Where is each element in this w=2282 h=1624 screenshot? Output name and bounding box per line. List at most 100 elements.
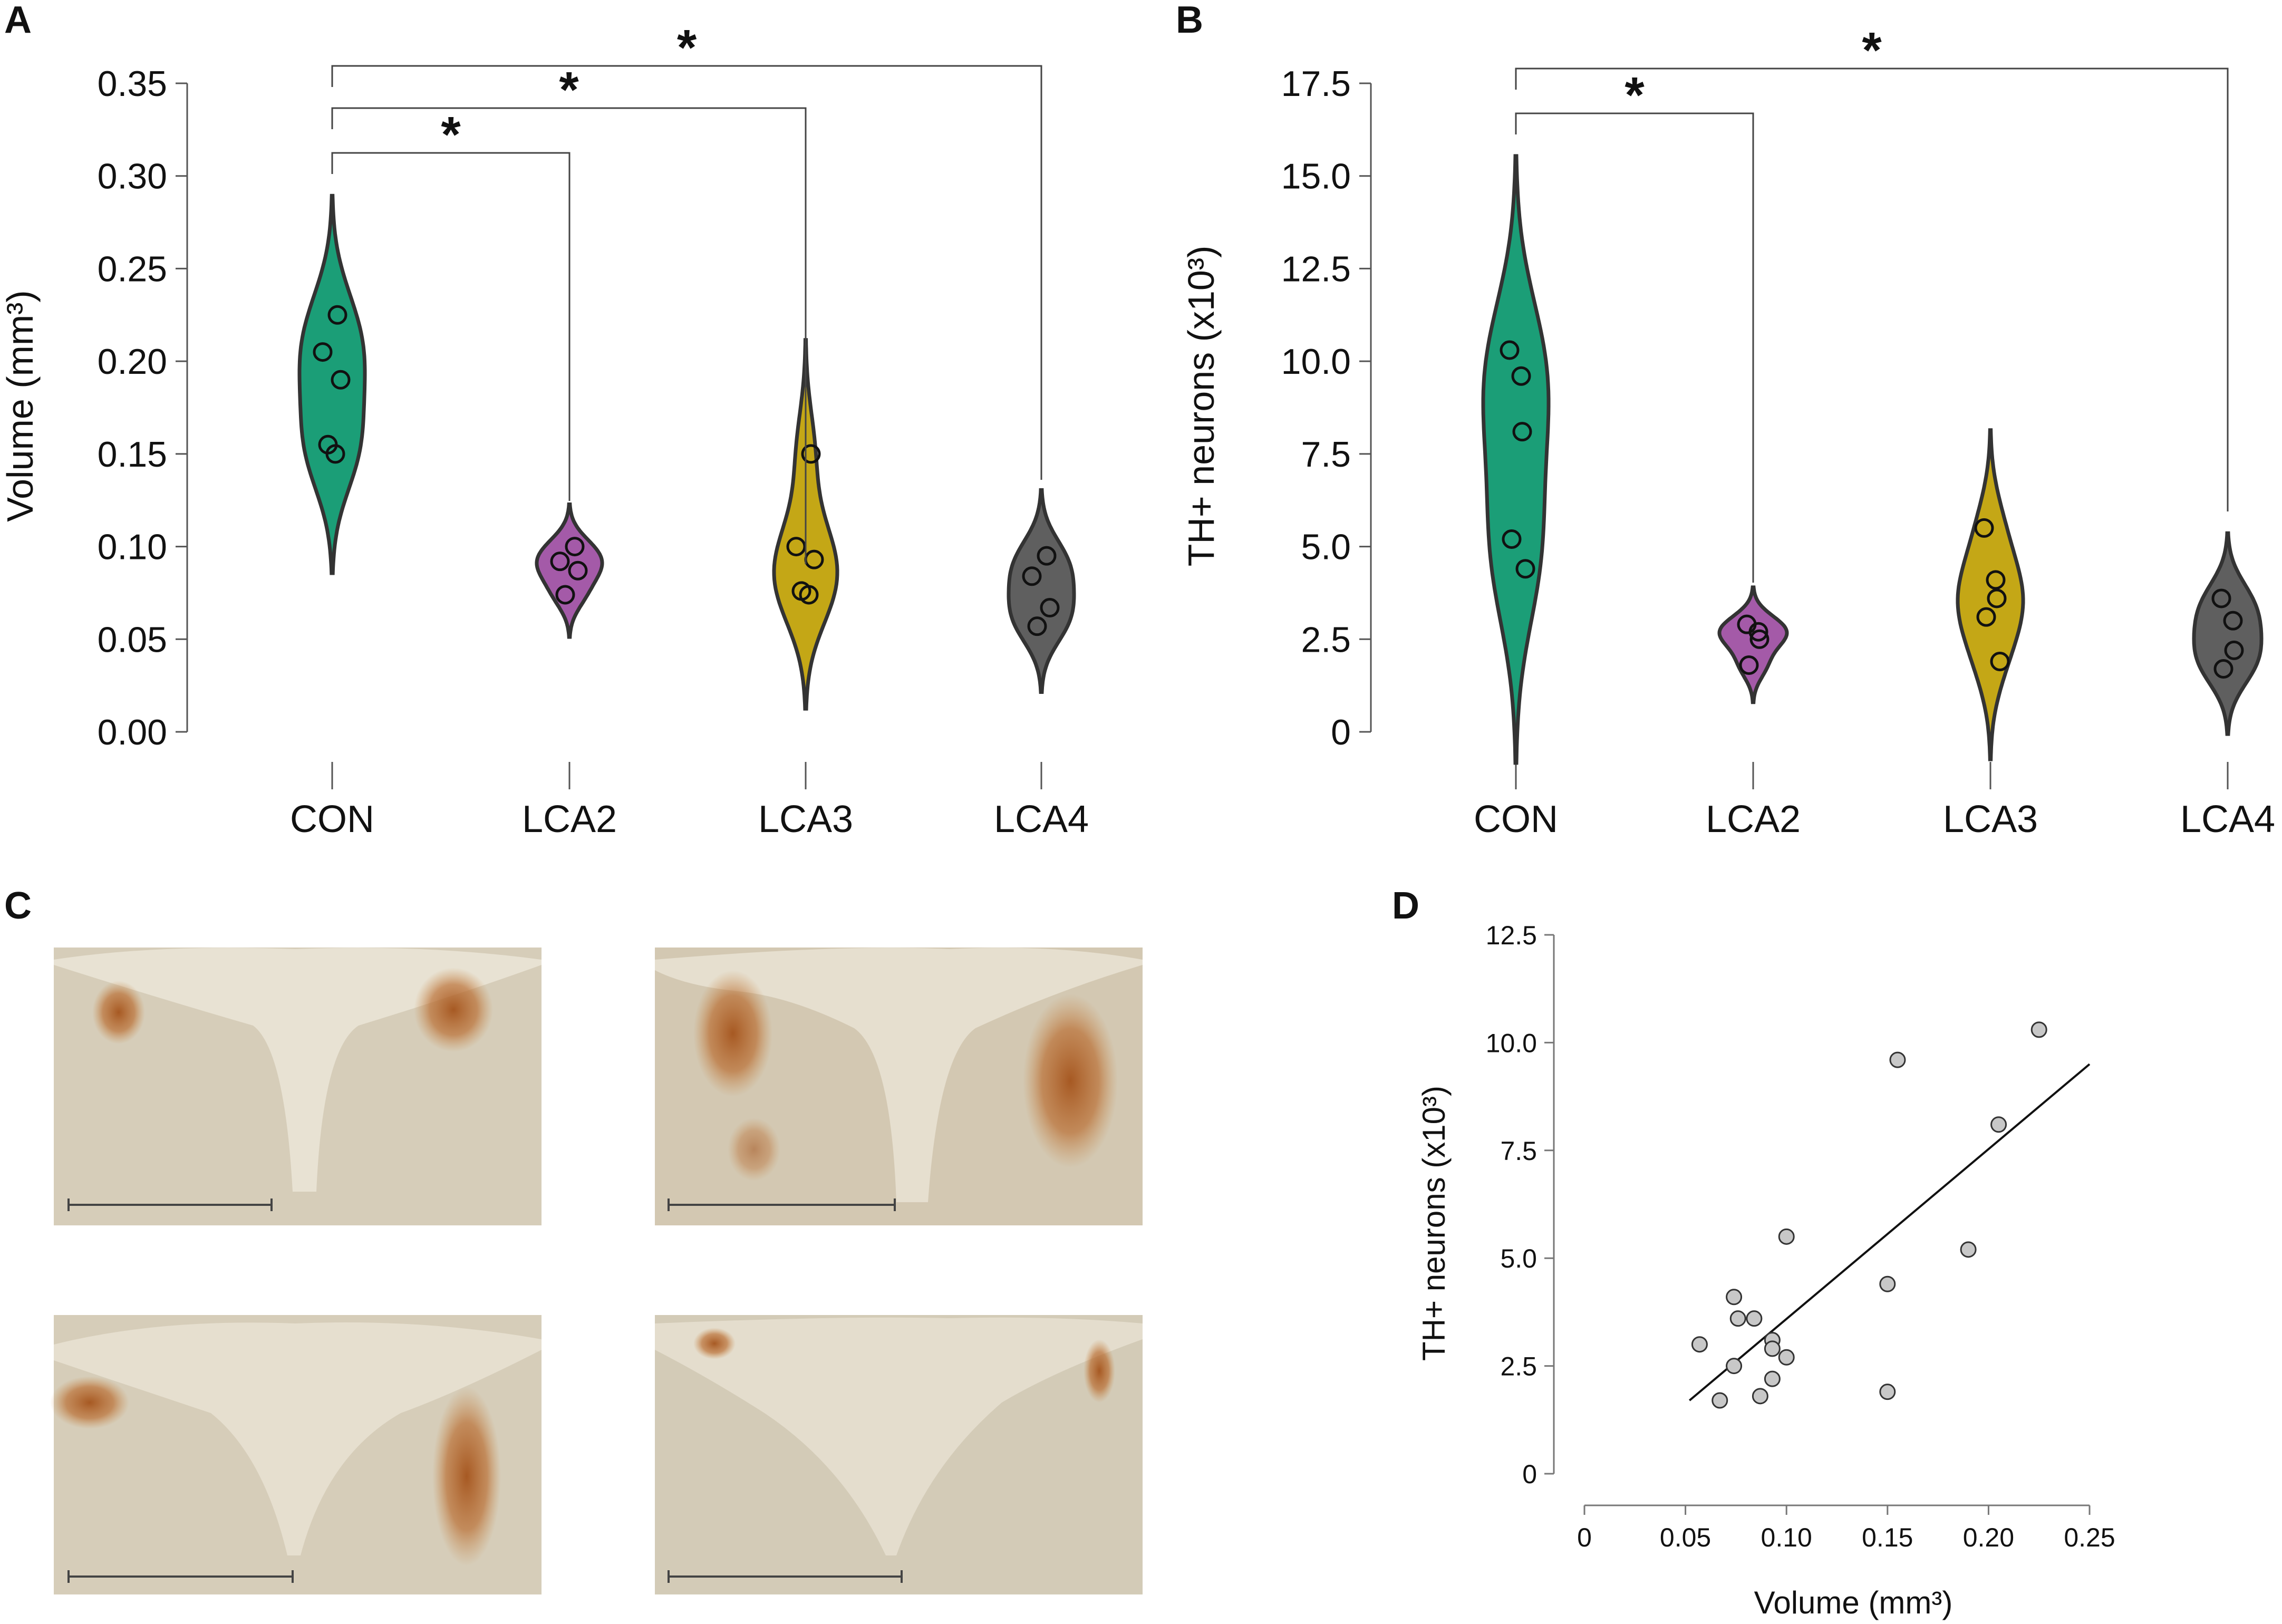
y-tick-label: 0.20 [98, 342, 167, 382]
data-point-lca4 [2213, 659, 2233, 679]
panel-label-d: D [1392, 885, 1419, 927]
x-tick-label: LCA4 [994, 798, 1089, 840]
data-point-lca4 [2211, 588, 2231, 608]
data-point-lca3 [1986, 570, 2006, 590]
significance-star: * [1625, 67, 1645, 123]
panel-label-a: A [4, 0, 32, 41]
data-point-lca3 [786, 537, 806, 557]
micrograph-bottom-right [655, 1315, 1143, 1594]
data-point-lca2 [565, 537, 585, 557]
data-point-lca2 [1749, 629, 1769, 649]
x-tick-label: LCA3 [1943, 798, 2038, 840]
scatter-point [1729, 1310, 1746, 1327]
x-tick-label: CON [290, 798, 374, 840]
y-tick-label: 0.15 [98, 434, 167, 475]
significance-star: * [677, 20, 697, 76]
data-point-lca3 [1976, 607, 1996, 627]
panel-c-micrographs [50, 948, 1143, 1594]
x-tick-label: LCA2 [522, 798, 617, 840]
y-tick-label: 5.0 [1301, 527, 1351, 567]
significance-bracket [331, 65, 1042, 480]
scatter-point [1726, 1358, 1743, 1375]
x-tick-label: 0.20 [1963, 1523, 2014, 1552]
x-tick-label: 0 [1577, 1523, 1592, 1552]
panel-d-x-axis-title: Volume (mm³) [1754, 1585, 1953, 1620]
x-tick-label: CON [1474, 798, 1558, 840]
data-point-lca3 [799, 585, 819, 605]
data-point-con [1515, 559, 1535, 579]
data-point-con [1502, 529, 1522, 549]
scatter-point [1879, 1275, 1896, 1292]
data-point-lca2 [550, 552, 570, 572]
data-point-lca2 [568, 560, 588, 581]
data-point-con [325, 444, 345, 464]
data-point-lca3 [1990, 651, 2010, 671]
panel-label-b: B [1176, 0, 1203, 41]
scatter-point [1691, 1336, 1708, 1353]
y-tick-label: 2.5 [1301, 620, 1351, 660]
scatter-point [1764, 1370, 1781, 1387]
panel-b-violin-chart: 0 2.5 5.0 7.5 10.0 12.5 15.0 17.5 CON LCA2 LCA3 LCA… [1281, 22, 2275, 840]
scatter-point [1990, 1116, 2007, 1133]
significance-bracket [331, 152, 570, 501]
scatter-point [1778, 1228, 1795, 1245]
y-tick-label: 15.0 [1281, 157, 1351, 197]
scatter-point [1726, 1289, 1743, 1306]
data-point-lca2 [1748, 622, 1768, 642]
scatter-point [1889, 1051, 1906, 1068]
scatter-point [1746, 1310, 1763, 1327]
scatter-point [1752, 1388, 1768, 1405]
data-point-con [327, 305, 347, 325]
data-point-con [331, 370, 351, 390]
data-point-lca3 [801, 444, 821, 464]
data-point-lca4 [1027, 616, 1047, 636]
data-point-lca4 [1022, 566, 1042, 586]
x-tick-label: LCA3 [758, 798, 853, 840]
significance-bracket [1515, 112, 1754, 583]
y-tick-label: 0.10 [98, 527, 167, 567]
scatter-point [1879, 1384, 1896, 1400]
violin-lca4 [2192, 531, 2264, 736]
significance-bracket [331, 107, 807, 564]
y-tick-label: 2.5 [1500, 1352, 1537, 1381]
scatter-point [1711, 1392, 1728, 1409]
y-tick-label: 17.5 [1281, 64, 1351, 104]
scatter-point [2030, 1021, 2047, 1038]
y-tick-label: 0.30 [98, 157, 167, 197]
violin-lca4 [1007, 488, 1076, 694]
y-tick-label: 0 [1522, 1459, 1537, 1489]
data-point-lca2 [1739, 655, 1759, 675]
panel-a-violin-chart: 0.00 0.05 0.10 0.15 0.20 0.25 0.30 0.35 CON LCA2 L… [98, 20, 1089, 840]
y-tick-label: 10.0 [1281, 342, 1351, 382]
micrograph-bottom-left [50, 1315, 542, 1594]
x-tick-label: 0.15 [1862, 1523, 1913, 1552]
y-tick-label: 7.5 [1500, 1136, 1537, 1166]
data-point-lca4 [2223, 611, 2243, 631]
y-tick-label: 7.5 [1301, 434, 1351, 475]
panel-label-c: C [4, 885, 32, 927]
micrograph-top-left [54, 948, 542, 1225]
panel-d-y-axis-title: TH+ neurons (x10³) [1416, 1086, 1452, 1361]
significance-star: * [559, 62, 579, 118]
y-tick-label: 10.0 [1486, 1028, 1537, 1058]
panel-a-y-axis-title: Volume (mm³) [0, 290, 41, 521]
data-point-lca4 [2224, 640, 2244, 660]
data-point-lca3 [1974, 518, 1994, 538]
x-tick-label: 0.05 [1660, 1523, 1711, 1552]
scatter-point [1778, 1349, 1795, 1366]
data-point-lca3 [1987, 588, 2007, 608]
violin-con [1481, 154, 1551, 765]
data-point-con [1511, 366, 1531, 386]
panel-d-scatter-chart: 0 0.05 0.10 0.15 0.20 0.25 0 2.5 5.0 7.5 10.0 12.5 [1486, 921, 2115, 1552]
significance-star: * [441, 107, 461, 163]
significance-star: * [1862, 22, 1882, 79]
y-tick-label: 5.0 [1500, 1244, 1537, 1273]
regression-line [1688, 1063, 2091, 1401]
data-point-con [1500, 340, 1520, 360]
y-tick-label: 0.35 [98, 64, 167, 104]
y-tick-label: 12.5 [1486, 921, 1537, 950]
scatter-point [1960, 1241, 1977, 1258]
significance-bracket [1515, 67, 2229, 511]
data-point-con [313, 342, 333, 362]
